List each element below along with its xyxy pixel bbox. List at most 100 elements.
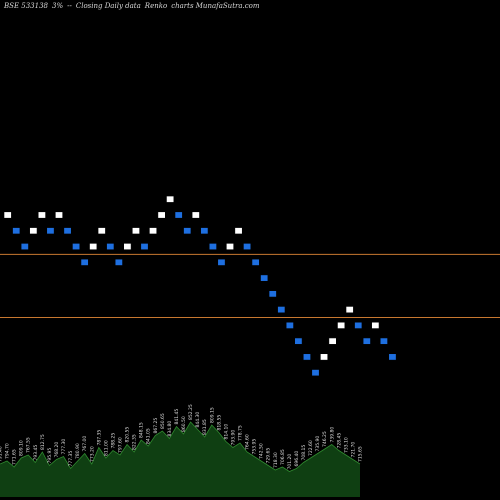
up-brick-37 bbox=[320, 353, 329, 361]
chart-header: BSE 533138 3% -- Closing Daily data Renko cha… bbox=[4, 2, 264, 10]
volume-label-25: 841.45 bbox=[174, 409, 180, 425]
volume-label-48: 728.45 bbox=[336, 433, 342, 449]
down-brick-13 bbox=[114, 258, 123, 266]
volume-label-30: 809.15 bbox=[209, 407, 215, 423]
down-brick-25 bbox=[217, 258, 226, 266]
volume-line bbox=[0, 421, 361, 472]
volume-label-11: 780.90 bbox=[75, 443, 81, 459]
volume-label-36: 753.95 bbox=[252, 439, 258, 455]
volume-label-35: 764.60 bbox=[245, 434, 251, 450]
volume-label-50: 721.70 bbox=[350, 442, 356, 458]
up-brick-18 bbox=[157, 211, 166, 219]
volume-label-45: 735.90 bbox=[315, 436, 321, 452]
down-brick-8 bbox=[72, 243, 81, 251]
volume-label-38: 729.65 bbox=[266, 448, 272, 464]
down-brick-28 bbox=[243, 243, 252, 251]
volume-label-4: 767.55 bbox=[26, 437, 32, 453]
down-brick-42 bbox=[362, 337, 371, 345]
down-brick-31 bbox=[268, 290, 277, 298]
volume-label-43: 708.15 bbox=[301, 445, 307, 461]
volume-label-44: 722.60 bbox=[308, 440, 314, 456]
volume-label-41: 701.20 bbox=[287, 454, 293, 470]
volume-label-5: 793.45 bbox=[33, 445, 39, 461]
volume-label-14: 787.35 bbox=[96, 430, 102, 446]
up-brick-26 bbox=[226, 243, 235, 251]
volume-label-12: 767.00 bbox=[82, 436, 88, 452]
volume-label-17: 797.60 bbox=[118, 437, 124, 453]
down-brick-1 bbox=[12, 227, 21, 235]
volume-label-51: 715.65 bbox=[358, 446, 364, 462]
down-brick-41 bbox=[354, 321, 363, 329]
volume-label-22: 867.25 bbox=[153, 418, 159, 434]
up-brick-38 bbox=[328, 337, 337, 345]
down-brick-9 bbox=[80, 258, 89, 266]
down-brick-30 bbox=[260, 274, 269, 282]
up-brick-19 bbox=[166, 195, 175, 203]
volume-label-19: 822.35 bbox=[132, 434, 138, 450]
down-brick-2 bbox=[20, 243, 29, 251]
symbol-label: BSE 533138 bbox=[4, 2, 48, 10]
volume-label-34: 778.75 bbox=[238, 425, 244, 441]
volume-label-31: 818.55 bbox=[216, 415, 222, 431]
volume-label-23: 850.65 bbox=[160, 413, 166, 429]
description-label: Closing Daily data bbox=[75, 2, 141, 10]
up-brick-27 bbox=[234, 227, 243, 235]
volume-label-6: 812.75 bbox=[40, 434, 46, 450]
down-brick-35 bbox=[302, 353, 311, 361]
renko-bricks bbox=[3, 195, 397, 377]
brick-size-label: 3% bbox=[52, 2, 64, 10]
volume-label-40: 706.85 bbox=[280, 449, 286, 465]
down-brick-24 bbox=[208, 243, 217, 251]
volume-label-13: 773.20 bbox=[89, 446, 95, 462]
volume-label-46: 746.25 bbox=[322, 431, 328, 447]
volume-label-9: 777.30 bbox=[61, 439, 67, 455]
separator-label: -- bbox=[67, 2, 72, 10]
volume-label-42: 696.40 bbox=[294, 451, 300, 467]
down-brick-5 bbox=[46, 227, 55, 235]
volume-label-2: 771.65 bbox=[12, 449, 18, 465]
volume-label-15: 811.00 bbox=[103, 440, 109, 456]
volume-label-26: 860.50 bbox=[181, 416, 187, 432]
up-brick-6 bbox=[54, 211, 63, 219]
down-brick-44 bbox=[379, 337, 388, 345]
volume-label-33: 793.90 bbox=[230, 430, 236, 446]
up-brick-17 bbox=[149, 227, 158, 235]
up-brick-43 bbox=[371, 321, 380, 329]
up-brick-39 bbox=[337, 321, 346, 329]
volume-label-3: 809.10 bbox=[19, 440, 25, 456]
down-brick-32 bbox=[277, 306, 286, 314]
volume-label-0: 791.40 bbox=[0, 446, 4, 462]
down-brick-20 bbox=[174, 211, 183, 219]
up-brick-3 bbox=[29, 227, 38, 235]
volume-area bbox=[0, 422, 360, 497]
volume-label-27: 852.25 bbox=[188, 404, 194, 420]
down-brick-21 bbox=[183, 227, 192, 235]
volume-label-18: 820.55 bbox=[125, 427, 131, 443]
up-brick-22 bbox=[191, 211, 200, 219]
site-label: charts MunafaSutra.com bbox=[171, 2, 260, 10]
volume-label-21: 841.05 bbox=[146, 428, 152, 444]
volume-label-8: 768.20 bbox=[54, 442, 60, 458]
up-brick-14 bbox=[123, 243, 132, 251]
volume-label-1: 794.70 bbox=[5, 443, 11, 459]
volume-label-16: 788.25 bbox=[110, 433, 116, 449]
down-brick-23 bbox=[200, 227, 209, 235]
up-brick-11 bbox=[97, 227, 106, 235]
down-brick-33 bbox=[285, 321, 294, 329]
volume-label-7: 795.95 bbox=[47, 448, 53, 464]
volume-label-28: 844.30 bbox=[195, 412, 201, 428]
down-brick-16 bbox=[140, 243, 149, 251]
volume-label-10: 777.35 bbox=[68, 451, 74, 467]
reference-lines bbox=[0, 253, 500, 318]
volume-label-47: 739.80 bbox=[329, 427, 335, 443]
down-brick-34 bbox=[294, 337, 303, 345]
up-brick-15 bbox=[131, 227, 140, 235]
volume-label-49: 733.10 bbox=[343, 437, 349, 453]
down-brick-36 bbox=[311, 369, 320, 377]
volume-label-20: 848.15 bbox=[139, 422, 145, 438]
down-brick-29 bbox=[251, 258, 260, 266]
volume-label-39: 718.30 bbox=[273, 452, 279, 468]
down-brick-12 bbox=[106, 243, 115, 251]
volume-label-37: 742.50 bbox=[259, 443, 265, 459]
